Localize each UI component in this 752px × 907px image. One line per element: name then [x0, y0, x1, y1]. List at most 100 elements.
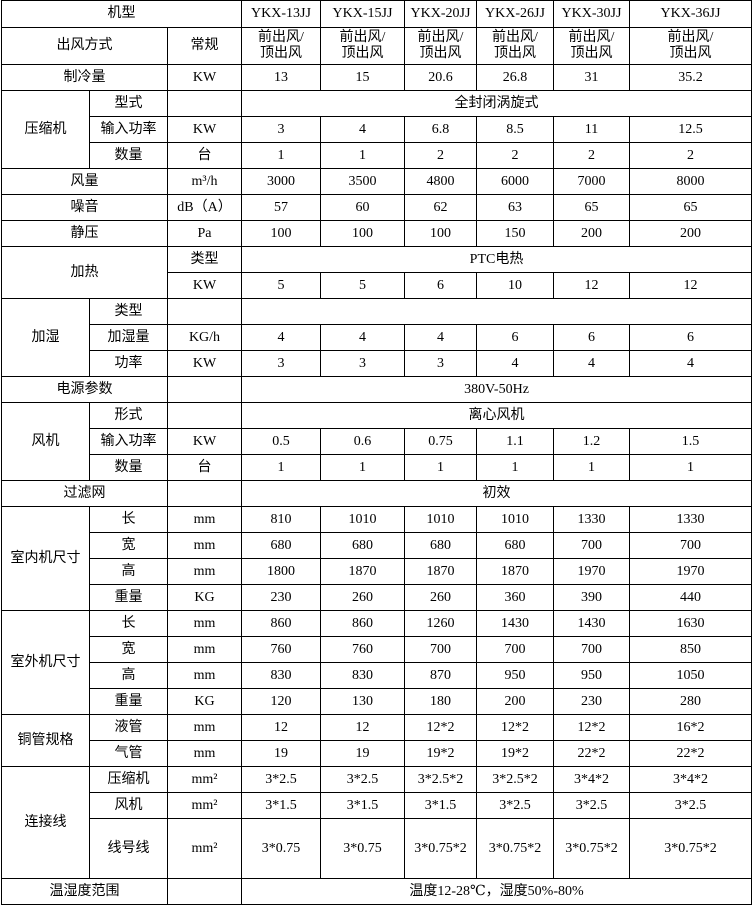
cell: 6000 [476, 168, 554, 195]
cell: 形式 [89, 402, 168, 429]
cell: 12*2 [476, 714, 554, 741]
cell: 680 [404, 532, 477, 559]
cell: 1630 [629, 610, 752, 637]
cell: KW [167, 64, 242, 91]
cell: 连接线 [1, 766, 90, 879]
cell: 8000 [629, 168, 752, 195]
cell: 3*2.5 [241, 766, 321, 793]
cell: YKX-13JJ [241, 0, 321, 28]
cell: 760 [320, 636, 405, 663]
table-row: 制冷量 KW 13 15 20.6 26.8 31 35.2 [1, 64, 752, 91]
cell: 温湿度范围 [1, 878, 168, 905]
cell: 13 [241, 64, 321, 91]
cell: 型式 [89, 90, 168, 117]
cell: 700 [629, 532, 752, 559]
cell: 100 [320, 220, 405, 247]
cell: 4 [476, 350, 554, 377]
cell: 230 [241, 584, 321, 611]
cell: 130 [320, 688, 405, 715]
cell: 65 [553, 194, 630, 221]
cell: 120 [241, 688, 321, 715]
cell: 3*4*2 [629, 766, 752, 793]
cell: 12 [629, 272, 752, 299]
cell: 前出风/ 顶出风 [553, 27, 630, 65]
cell: 长 [89, 610, 168, 637]
cell: YKX-15JJ [320, 0, 405, 28]
cell: 输入功率 [89, 116, 168, 143]
cell: 700 [476, 636, 554, 663]
table-row: 线号线 mm² 3*0.75 3*0.75 3*0.75*2 3*0.75*2 3*0.75… [2, 818, 752, 879]
cell: 2 [629, 142, 752, 169]
cell: 230 [553, 688, 630, 715]
cell: 压缩机 [1, 90, 90, 169]
cell: 前出风/ 顶出风 [476, 27, 554, 65]
empty-cell [167, 402, 242, 429]
cell: 680 [476, 532, 554, 559]
cell: 3*0.75*2 [404, 818, 477, 879]
cell: YKX-36JJ [629, 0, 752, 28]
cell: 0.75 [404, 428, 477, 455]
cell: 3*0.75 [241, 818, 321, 879]
cell: 200 [553, 220, 630, 247]
cell: 6.8 [404, 116, 477, 143]
cell: 12*2 [553, 714, 630, 741]
cell: 宽 [89, 532, 168, 559]
cell: 12*2 [404, 714, 477, 741]
cell: 常规 [167, 27, 242, 65]
table-row: 风机 mm² 3*1.5 3*1.5 3*1.5 3*2.5 3*2.5 3*2.5 [2, 792, 752, 819]
cell: 3*2.5 [320, 766, 405, 793]
cell: 功率 [89, 350, 168, 377]
cell: 2 [404, 142, 477, 169]
cell: 宽 [89, 636, 168, 663]
cell: 前出风/ 顶出风 [241, 27, 321, 65]
cell: 1800 [241, 558, 321, 585]
cell: 3*2.5 [629, 792, 752, 819]
cell: 温度12-28℃，湿度50%-80% [241, 878, 752, 905]
cell: 860 [320, 610, 405, 637]
cell: mm [167, 610, 242, 637]
cell: 4 [320, 324, 405, 351]
cell: 22*2 [553, 740, 630, 767]
cell: 台 [167, 142, 242, 169]
cell: 680 [320, 532, 405, 559]
cell: 65 [629, 194, 752, 221]
table-row: 输入功率 KW 0.5 0.6 0.75 1.1 1.2 1.5 [2, 428, 752, 455]
cell: 风机 [1, 402, 90, 481]
empty-cell [167, 90, 242, 117]
table-row: 宽 mm 680 680 680 680 700 700 [2, 532, 752, 559]
cell: 3 [404, 350, 477, 377]
cell: 2 [553, 142, 630, 169]
cell: 380V-50Hz [241, 376, 752, 403]
cell: 过滤网 [1, 480, 168, 507]
cell: 12 [553, 272, 630, 299]
cell: 870 [404, 662, 477, 689]
cell: 11 [553, 116, 630, 143]
cell: 22*2 [629, 740, 752, 767]
cell: 2 [476, 142, 554, 169]
cell: 1430 [476, 610, 554, 637]
cell: KG [167, 688, 242, 715]
cell: mm² [167, 766, 242, 793]
cell: 长 [89, 506, 168, 533]
cell: 700 [553, 636, 630, 663]
cell: 6 [553, 324, 630, 351]
cell: 1 [241, 142, 321, 169]
cell: YKX-20JJ [404, 0, 477, 28]
cell: 1 [241, 454, 321, 481]
cell: mm² [167, 792, 242, 819]
cell: YKX-30JJ [553, 0, 630, 28]
table-row: 温湿度范围 温度12-28℃，湿度50%-80% [1, 878, 752, 905]
cell: 260 [404, 584, 477, 611]
cell: 1 [404, 454, 477, 481]
table-row: 噪音 dB（A） 57 60 62 63 65 65 [1, 194, 752, 221]
cell: 62 [404, 194, 477, 221]
cell: 12 [320, 714, 405, 741]
table-row: 过滤网 初效 [1, 480, 752, 507]
cell: 风量 [1, 168, 168, 195]
cell: mm [167, 506, 242, 533]
cell: 1330 [629, 506, 752, 533]
cell: mm [167, 662, 242, 689]
table-row: 静压 Pa 100 100 100 150 200 200 [1, 220, 752, 247]
cell: 高 [89, 662, 168, 689]
cell: 810 [241, 506, 321, 533]
